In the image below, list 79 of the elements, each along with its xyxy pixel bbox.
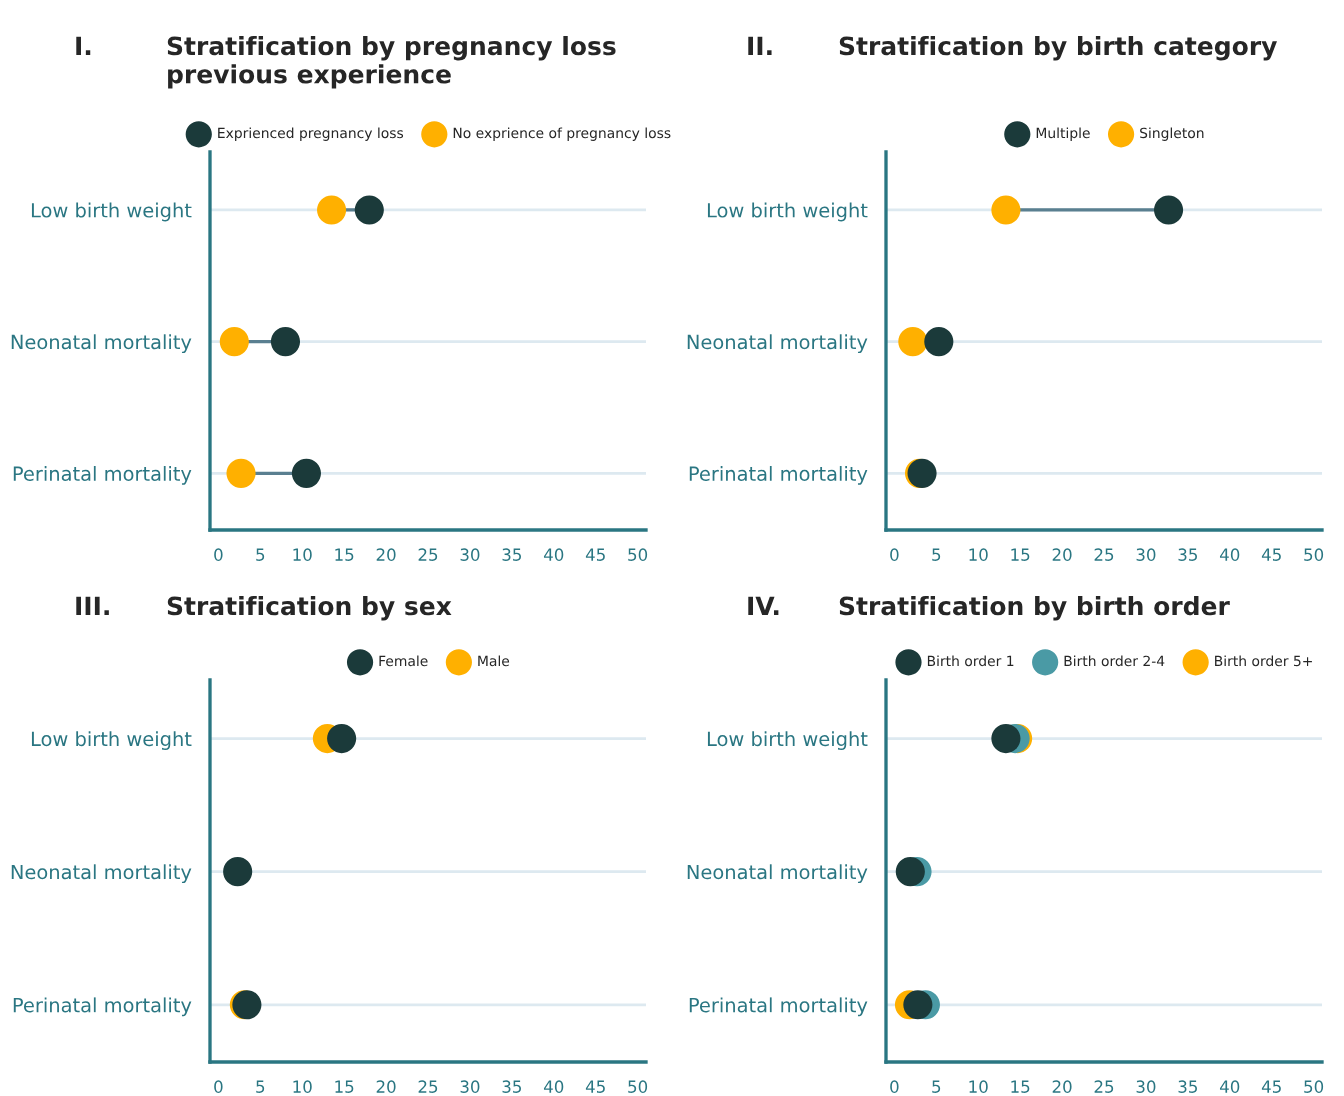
y-tick-label: Perinatal mortality [689,465,868,485]
x-tick-label: 0 [214,548,223,561]
point [219,327,249,357]
chart-subtitle: Stratification by sex [167,596,452,621]
x-tick-label: 20 [376,548,396,561]
x-tick-label: 20 [1052,548,1072,561]
x-tick-label: 35 [1178,548,1197,561]
x-tick-label: 40 [543,548,564,561]
x-tick-label: 50 [628,1080,648,1093]
chart-title: II. [748,36,772,55]
y-tick-label: Perinatal mortality [13,465,192,485]
point [327,724,357,754]
chart-subtitle: Stratification by pregnancy loss previous experience [167,36,616,89]
x-tick-label: 25 [418,1080,438,1093]
x-tick-label: 15 [335,548,354,561]
chart-subtitle: Stratification by birth category [839,36,1277,61]
x-tick-label: 20 [376,1080,396,1093]
chart-title: IV. [748,596,779,615]
point [1153,195,1184,225]
x-tick-label: 45 [585,1080,605,1093]
y-tick-label: Low birth weight [707,731,868,750]
x-tick-label: 30 [1136,1080,1156,1093]
x-tick-label: 40 [543,1080,564,1093]
point [991,724,1021,754]
point [924,327,954,357]
point [895,857,925,887]
x-tick-label: 50 [1304,548,1324,561]
x-tick-label: 25 [418,548,438,561]
y-tick-label: Perinatal mortality [13,997,192,1017]
x-tick-label: 15 [1011,548,1030,561]
x-tick-label: 10 [293,548,312,561]
x-tick-label: 35 [502,1080,521,1093]
x-tick-label: 30 [1136,548,1156,561]
x-tick-label: 5 [256,1080,265,1093]
x-tick-label: 0 [890,1080,899,1093]
x-tick-label: 15 [335,1080,354,1093]
x-tick-label: 0 [890,548,899,561]
chart-title: III. [76,596,109,615]
point [291,458,321,488]
point [223,857,253,887]
x-tick-label: 40 [1219,1080,1240,1093]
x-tick-label: 25 [1094,1080,1114,1093]
point [898,327,928,357]
x-tick-label: 5 [932,1080,941,1093]
y-tick-label: Low birth weight [707,202,868,222]
x-tick-label: 15 [1011,1080,1030,1093]
x-tick-label: 10 [969,1080,988,1093]
x-tick-label: 35 [1178,1080,1197,1093]
x-tick-label: 30 [460,548,480,561]
x-tick-label: 50 [628,548,648,561]
point [903,990,933,1020]
x-tick-label: 20 [1052,1080,1072,1093]
x-tick-label: 25 [1094,548,1114,561]
x-tick-label: 35 [502,548,521,561]
point [991,195,1021,225]
x-tick-label: 45 [585,548,605,561]
x-tick-label: 30 [460,1080,480,1093]
y-tick-label: Neonatal mortality [687,334,868,354]
y-tick-label: Neonatal mortality [11,334,192,354]
chart-subtitle: Stratification by birth order [839,596,1230,621]
x-tick-label: 10 [969,548,988,561]
chart-title: I. [76,36,91,55]
y-tick-label: Low birth weight [31,202,192,222]
x-tick-label: 45 [1261,1080,1281,1093]
x-tick-label: 10 [293,1080,312,1093]
y-tick-label: Neonatal mortality [11,864,192,884]
x-tick-label: 40 [1219,548,1240,561]
point [317,195,347,225]
x-tick-label: 45 [1261,548,1281,561]
x-tick-label: 0 [214,1080,223,1093]
y-tick-label: Low birth weight [31,731,192,750]
point [226,458,256,488]
y-tick-label: Neonatal mortality [687,864,868,884]
point [354,195,384,225]
point [270,327,301,357]
y-tick-label: Perinatal mortality [689,997,868,1017]
x-tick-label: 5 [932,548,941,561]
x-tick-label: 50 [1304,1080,1324,1093]
x-tick-label: 5 [256,548,265,561]
